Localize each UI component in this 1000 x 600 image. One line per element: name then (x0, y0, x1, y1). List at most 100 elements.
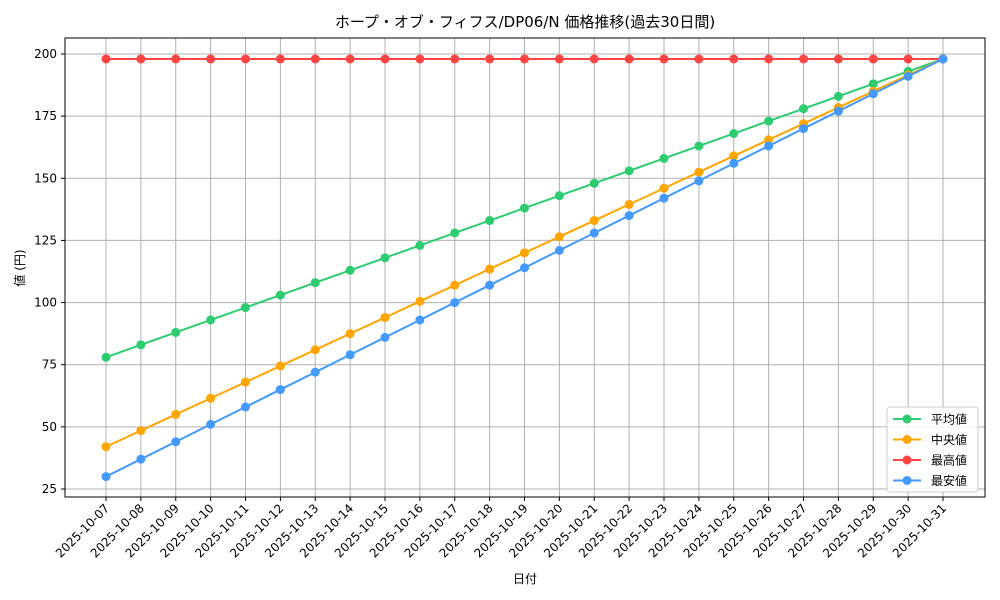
legend-label: 中央値 (931, 432, 967, 447)
data-point (450, 280, 460, 290)
data-point (415, 54, 425, 64)
data-point (729, 151, 739, 161)
data-point (171, 437, 181, 447)
data-point (554, 54, 564, 64)
data-point (868, 89, 878, 99)
y-tick-label: 150 (34, 171, 57, 185)
data-point (799, 104, 808, 114)
y-tick-label: 125 (34, 233, 57, 247)
data-point (799, 54, 808, 64)
data-point (101, 54, 111, 64)
data-point (310, 278, 320, 288)
data-point (799, 124, 808, 134)
data-point (764, 141, 774, 151)
data-point (415, 315, 425, 325)
data-point (345, 54, 355, 64)
data-point (380, 253, 390, 263)
data-point (729, 54, 739, 64)
data-point (520, 248, 529, 258)
legend-marker-icon (902, 414, 912, 424)
y-tick-label: 75 (42, 358, 57, 372)
data-point (415, 240, 425, 250)
data-point (764, 135, 774, 145)
data-point (589, 54, 599, 64)
data-point (345, 265, 355, 275)
legend-marker-icon (902, 435, 912, 444)
data-point (485, 264, 495, 274)
data-point (729, 158, 739, 168)
data-point (659, 193, 669, 203)
data-point (310, 54, 320, 64)
data-point (275, 290, 285, 300)
legend-item: 最安値 (893, 473, 967, 488)
data-point (275, 361, 285, 371)
data-point (136, 54, 146, 64)
data-point (206, 54, 216, 64)
data-point (868, 79, 878, 89)
series-1 (101, 54, 948, 452)
data-point (450, 54, 460, 64)
data-point (764, 54, 774, 64)
data-point (345, 350, 355, 360)
data-point (485, 54, 495, 64)
data-point (589, 216, 599, 226)
data-point (380, 332, 390, 342)
data-point (520, 203, 529, 213)
data-point (275, 54, 285, 64)
data-point (136, 426, 146, 436)
data-point (450, 298, 460, 308)
data-point (624, 166, 634, 176)
series-3 (101, 54, 948, 482)
legend-marker-icon (902, 476, 912, 485)
data-point (938, 54, 948, 64)
data-point (275, 385, 285, 395)
data-point (833, 54, 843, 64)
series-lines (101, 54, 948, 482)
data-point (554, 245, 564, 255)
data-point (868, 54, 878, 64)
data-point (729, 129, 739, 139)
legend-item: 中央値 (893, 432, 967, 447)
data-point (833, 106, 843, 116)
data-point (903, 71, 913, 81)
y-tick-label: 50 (42, 420, 57, 434)
data-point (554, 191, 564, 201)
data-point (485, 280, 495, 290)
data-point (345, 329, 355, 339)
x-axis-ticks: 2025-10-072025-10-082025-10-092025-10-10… (53, 497, 949, 560)
data-point (694, 54, 704, 64)
y-axis-ticks: 25 50 75 100 125 150 175 200 (34, 47, 65, 496)
chart-title: ホープ・オブ・フィフス/DP06/N 価格推移(過去30日間) (335, 13, 715, 31)
data-point (206, 419, 216, 429)
data-point (659, 183, 669, 193)
data-point (241, 303, 250, 313)
data-point (171, 327, 181, 337)
legend-box (886, 406, 979, 493)
data-point (450, 228, 460, 238)
data-point (415, 296, 425, 306)
data-point (241, 54, 250, 64)
data-point (624, 54, 634, 64)
data-point (241, 377, 250, 387)
data-point (101, 352, 111, 362)
data-point (241, 402, 250, 412)
data-point (101, 472, 111, 482)
data-point (694, 176, 704, 186)
data-point (520, 263, 529, 273)
data-point (310, 367, 320, 377)
y-tick-label: 25 (42, 482, 57, 496)
y-tick-label: 175 (34, 109, 57, 123)
data-point (764, 116, 774, 126)
data-point (206, 315, 216, 325)
series-2 (101, 54, 948, 64)
y-tick-label: 200 (34, 47, 57, 61)
grid (65, 38, 985, 497)
data-point (485, 216, 495, 226)
data-point (624, 199, 634, 209)
data-point (694, 141, 704, 151)
data-point (589, 178, 599, 188)
data-point (659, 153, 669, 163)
